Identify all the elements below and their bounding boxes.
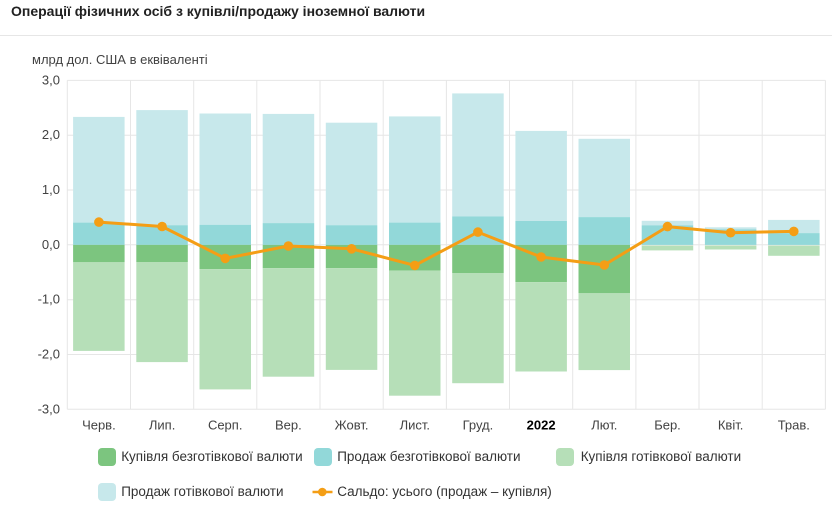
svg-text:-2,0: -2,0 [38, 347, 60, 362]
svg-text:Лип.: Лип. [149, 417, 175, 432]
svg-text:-1,0: -1,0 [38, 292, 60, 307]
svg-text:Бер.: Бер. [654, 417, 681, 432]
svg-text:Груд.: Груд. [463, 417, 494, 432]
svg-text:Лист.: Лист. [400, 417, 430, 432]
svg-text:3,0: 3,0 [42, 72, 60, 87]
svg-text:Квіт.: Квіт. [718, 417, 744, 432]
svg-text:Вер.: Вер. [275, 417, 302, 432]
svg-text:Жовт.: Жовт. [335, 417, 369, 432]
svg-text:2,0: 2,0 [42, 127, 60, 142]
svg-text:Черв.: Черв. [82, 417, 116, 432]
svg-text:-3,0: -3,0 [38, 401, 60, 416]
svg-text:1,0: 1,0 [42, 182, 60, 197]
svg-text:2022: 2022 [527, 417, 556, 432]
svg-text:Серп.: Серп. [208, 417, 243, 432]
svg-text:0,0: 0,0 [42, 237, 60, 252]
svg-text:Трав.: Трав. [778, 417, 810, 432]
svg-text:Лют.: Лют. [591, 417, 617, 432]
